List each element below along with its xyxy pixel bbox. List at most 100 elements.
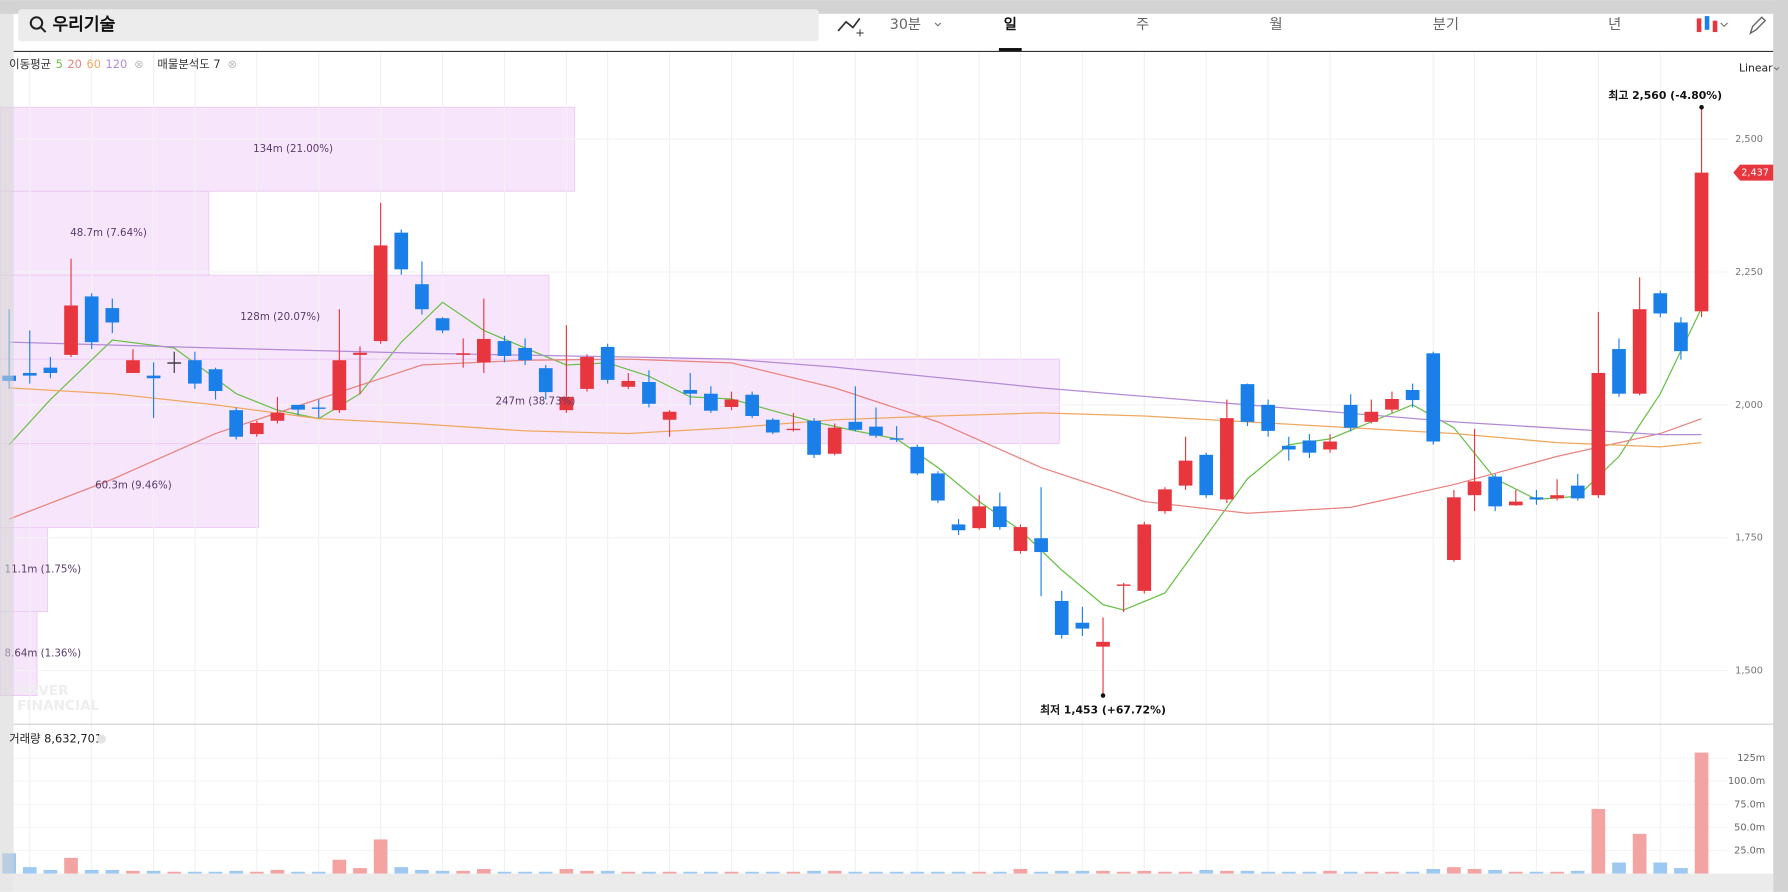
legend: 이동평균 5 20 60 120 ⊗ 매물분석도 7 ⊗ <box>9 56 237 70</box>
candle-body <box>84 296 99 343</box>
toolbar-tab[interactable]: 분기 <box>1433 16 1459 33</box>
candle-body <box>1447 497 1461 561</box>
profile-label: 8.64m (1.36%) <box>5 648 82 660</box>
candle-body <box>992 506 1007 528</box>
profile-label: 134m (21.00%) <box>253 143 333 155</box>
volume-bar <box>518 871 532 874</box>
candle-body <box>889 438 904 440</box>
candle-body <box>146 375 161 379</box>
chart-type-icon[interactable] <box>1712 20 1718 33</box>
search-icon <box>39 26 47 33</box>
volume-bar <box>910 871 925 874</box>
candle-body <box>435 318 450 331</box>
indicator-icon[interactable] <box>837 17 861 32</box>
candle-body <box>1508 501 1523 506</box>
toolbar-tab[interactable]: 30분 <box>890 17 921 33</box>
volume-bar <box>1343 871 1358 874</box>
y-tick-label: 1,500 <box>1735 666 1763 677</box>
candle-body <box>724 399 739 407</box>
candle-body <box>621 380 636 387</box>
candle-body <box>167 362 182 364</box>
candle-body <box>1054 600 1069 635</box>
y2-tick-label: 125m <box>1737 753 1765 764</box>
volume-bar <box>1261 871 1275 874</box>
legend-label[interactable]: 매물분석도 7 <box>157 56 220 70</box>
volume-bar <box>1385 871 1399 874</box>
volume-bar <box>456 870 471 874</box>
y-tick-label: 2,250 <box>1735 267 1763 278</box>
candle-body <box>1653 293 1668 314</box>
profile-label: 11.1m (1.75%) <box>5 564 82 576</box>
chart-type-icon[interactable] <box>1704 16 1710 30</box>
volume-bar <box>683 871 698 874</box>
y2-tick-label: 75.0m <box>1734 799 1765 810</box>
scale-label[interactable]: Linear <box>1739 62 1773 75</box>
volume-bar <box>249 871 264 874</box>
high-marker <box>1699 104 1704 110</box>
volume-bar <box>1405 871 1420 874</box>
candle-body <box>249 422 264 435</box>
candle-body <box>22 372 37 376</box>
volume-bar <box>1302 871 1317 874</box>
volume-bar <box>1220 870 1234 874</box>
candle-body <box>600 346 615 380</box>
volume-bar <box>146 870 161 874</box>
candle-body <box>1405 389 1420 401</box>
legend-entry: 60 <box>86 56 100 70</box>
toolbar-tab[interactable]: 주 <box>1136 17 1149 33</box>
moving-average-layer <box>8 301 1703 611</box>
toolbar-tab[interactable]: 년 <box>1608 16 1621 33</box>
candle-body <box>1178 460 1193 486</box>
search-box[interactable] <box>18 9 819 42</box>
toolbar-tab[interactable]: 월 <box>1269 16 1282 33</box>
volume-bar <box>415 869 429 874</box>
candle-body <box>1137 524 1152 591</box>
candle-body <box>1116 584 1131 586</box>
volume-bar <box>43 869 58 874</box>
dropdown-icon[interactable] <box>1720 22 1728 28</box>
volume-bar <box>1447 867 1461 874</box>
indicator-icon[interactable]: + <box>855 26 865 40</box>
volume-bar <box>931 871 945 874</box>
candle-body <box>1096 641 1110 647</box>
volume-bar <box>497 871 512 874</box>
volume-bar <box>1426 868 1441 874</box>
candle-body <box>1591 372 1606 496</box>
volume-bar <box>745 871 759 874</box>
volume-bar <box>1508 871 1523 874</box>
draw-icon[interactable] <box>1749 16 1767 35</box>
profile-bar <box>0 443 260 529</box>
volume-bar <box>1013 868 1028 874</box>
candle-body <box>931 473 945 501</box>
candle-body <box>869 426 883 436</box>
moving-average-line <box>9 387 1702 448</box>
dropdown-icon[interactable] <box>1773 67 1780 71</box>
candle-body <box>497 341 512 356</box>
close-icon[interactable]: ⊗ <box>134 56 144 70</box>
close-icon[interactable]: ⊗ <box>227 56 237 70</box>
y-tick-label: 2,000 <box>1735 400 1763 411</box>
volume-bar <box>353 868 367 874</box>
candle-body <box>415 284 429 310</box>
chart-type-icon[interactable] <box>1696 18 1702 33</box>
volume-bar <box>1137 870 1152 874</box>
volume-bar <box>1240 870 1255 874</box>
candle-body <box>1343 404 1358 428</box>
volume-bar <box>1612 862 1626 874</box>
toolbar-tab[interactable]: 일 <box>1004 16 1017 33</box>
volume-bar <box>1653 862 1668 874</box>
candle-body <box>538 368 553 393</box>
candle-body <box>1632 309 1647 394</box>
close-icon[interactable] <box>96 734 107 744</box>
volume-bar <box>229 870 243 874</box>
legend-label: 이동평균 <box>9 56 51 70</box>
volume-bar <box>1467 868 1482 874</box>
dropdown-icon[interactable] <box>934 22 942 27</box>
search-text[interactable]: 우리기술 <box>52 15 115 35</box>
volume-bar <box>394 867 409 874</box>
candle-body <box>1323 441 1337 450</box>
volume-bar <box>188 871 202 874</box>
candle-body <box>353 352 367 355</box>
y-tick-label: 1,750 <box>1735 533 1763 544</box>
